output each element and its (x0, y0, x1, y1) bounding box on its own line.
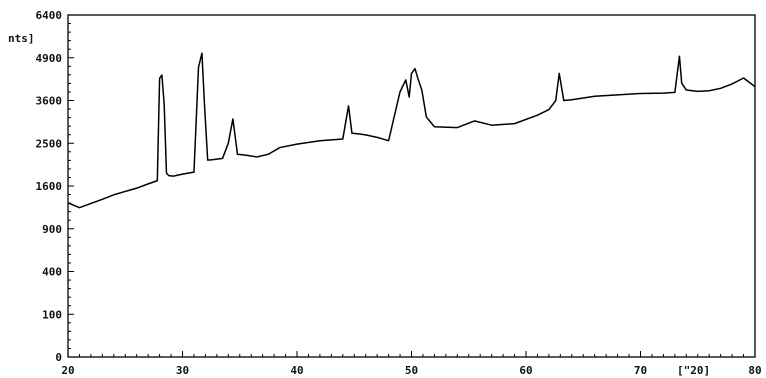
chart-axes (67, 14, 756, 358)
x-tick-label: 40 (290, 364, 303, 377)
plot-frame (67, 14, 756, 358)
y-tick-label: 400 (42, 266, 62, 279)
y-tick-label: 0 (55, 351, 62, 364)
series-group (67, 52, 756, 209)
y-tick-label: 2500 (36, 137, 63, 150)
x-tick-label: 50 (405, 364, 418, 377)
y-tick-label: 6400 (36, 9, 63, 22)
x-axis-unit-label: ["20] (677, 364, 710, 377)
x-tick-label: 80 (748, 364, 761, 377)
x-tick-label: 70 (634, 364, 647, 377)
y-tick-label: 900 (42, 223, 62, 236)
x-tick-label: 60 (519, 364, 532, 377)
x-axis-ticks: 20 30 40 50 60 70 80 (61, 351, 762, 377)
x-tick-label: 20 (61, 364, 74, 377)
y-tick-label: 100 (42, 308, 62, 321)
x-tick-label: 30 (176, 364, 189, 377)
y-tick-label: 1600 (36, 180, 63, 193)
y-tick-label: 4900 (36, 52, 63, 65)
diffraction-pattern-line (67, 52, 756, 209)
y-axis-ticks: 0 100 400 900 1600 2500 3600 4900 6400 (36, 9, 74, 364)
y-axis-unit-label: nts] (8, 32, 35, 45)
y-tick-label: 3600 (36, 95, 63, 108)
